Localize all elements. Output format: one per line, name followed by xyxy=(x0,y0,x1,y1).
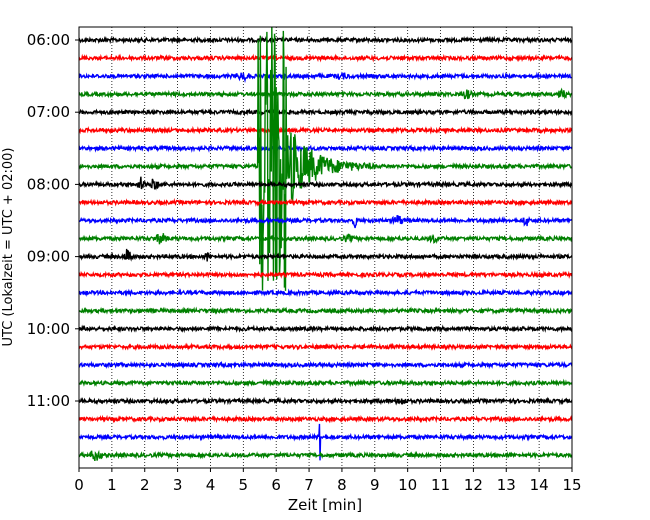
trace-0915 xyxy=(79,270,572,279)
x-tick-label-1: 1 xyxy=(107,476,117,494)
x-tick-label-2: 2 xyxy=(140,476,150,494)
x-axis-ticks: 0 1 2 3 4 5 6 7 8 9 10 11 12 13 14 15 xyxy=(74,468,582,494)
trace-1145 xyxy=(79,449,572,462)
trace-1115 xyxy=(79,414,572,424)
trace-0830 xyxy=(79,215,572,229)
x-tick-label-15: 15 xyxy=(562,476,581,494)
x-tick-label-13: 13 xyxy=(497,476,516,494)
trace-0930 xyxy=(79,288,572,298)
x-tick-label-6: 6 xyxy=(271,476,281,494)
trace-1015 xyxy=(79,342,572,352)
trace-0815 xyxy=(79,197,572,207)
trace-0730 xyxy=(79,144,572,153)
trace-0645 xyxy=(79,87,572,100)
y-tick-label-3: 09:00 xyxy=(27,248,70,266)
trace-1130 xyxy=(79,423,572,461)
trace-0600 xyxy=(79,35,572,45)
x-tick-label-9: 9 xyxy=(370,476,380,494)
x-tick-label-3: 3 xyxy=(173,476,183,494)
x-tick-label-8: 8 xyxy=(337,476,347,494)
x-tick-label-11: 11 xyxy=(431,476,450,494)
x-tick-label-12: 12 xyxy=(464,476,483,494)
trace-1100 xyxy=(79,396,572,406)
x-tick-label-5: 5 xyxy=(239,476,249,494)
trace-0845 xyxy=(79,233,572,245)
trace-0745 xyxy=(79,27,572,291)
y-axis-ticks: 06:00 07:00 08:00 09:00 10:00 11:00 xyxy=(27,31,79,410)
trace-0700 xyxy=(79,107,572,117)
trace-0630 xyxy=(79,71,572,84)
trace-1045 xyxy=(79,378,572,388)
x-tick-label-4: 4 xyxy=(206,476,216,494)
trace-0945 xyxy=(79,306,572,316)
x-tick-label-10: 10 xyxy=(398,476,417,494)
trace-0615 xyxy=(79,53,572,63)
x-tick-label-0: 0 xyxy=(74,476,84,494)
y-axis-title: UTC (Lokalzeit = UTC + 02:00) xyxy=(1,148,16,347)
trace-1030 xyxy=(79,360,572,370)
x-tick-label-14: 14 xyxy=(530,476,549,494)
y-tick-label-5: 11:00 xyxy=(27,392,70,410)
y-tick-label-0: 06:00 xyxy=(27,31,70,49)
trace-1000 xyxy=(79,324,572,334)
x-axis-title: Zeit [min] xyxy=(288,496,362,514)
x-tick-label-7: 7 xyxy=(304,476,314,494)
trace-0800 xyxy=(79,176,572,191)
y-tick-label-1: 07:00 xyxy=(27,103,70,121)
seismogram-traces xyxy=(79,27,572,462)
plot-frame xyxy=(78,26,573,469)
y-tick-label-2: 08:00 xyxy=(27,175,70,193)
trace-0900 xyxy=(79,248,572,262)
y-tick-label-4: 10:00 xyxy=(27,320,70,338)
trace-0715 xyxy=(79,125,572,135)
